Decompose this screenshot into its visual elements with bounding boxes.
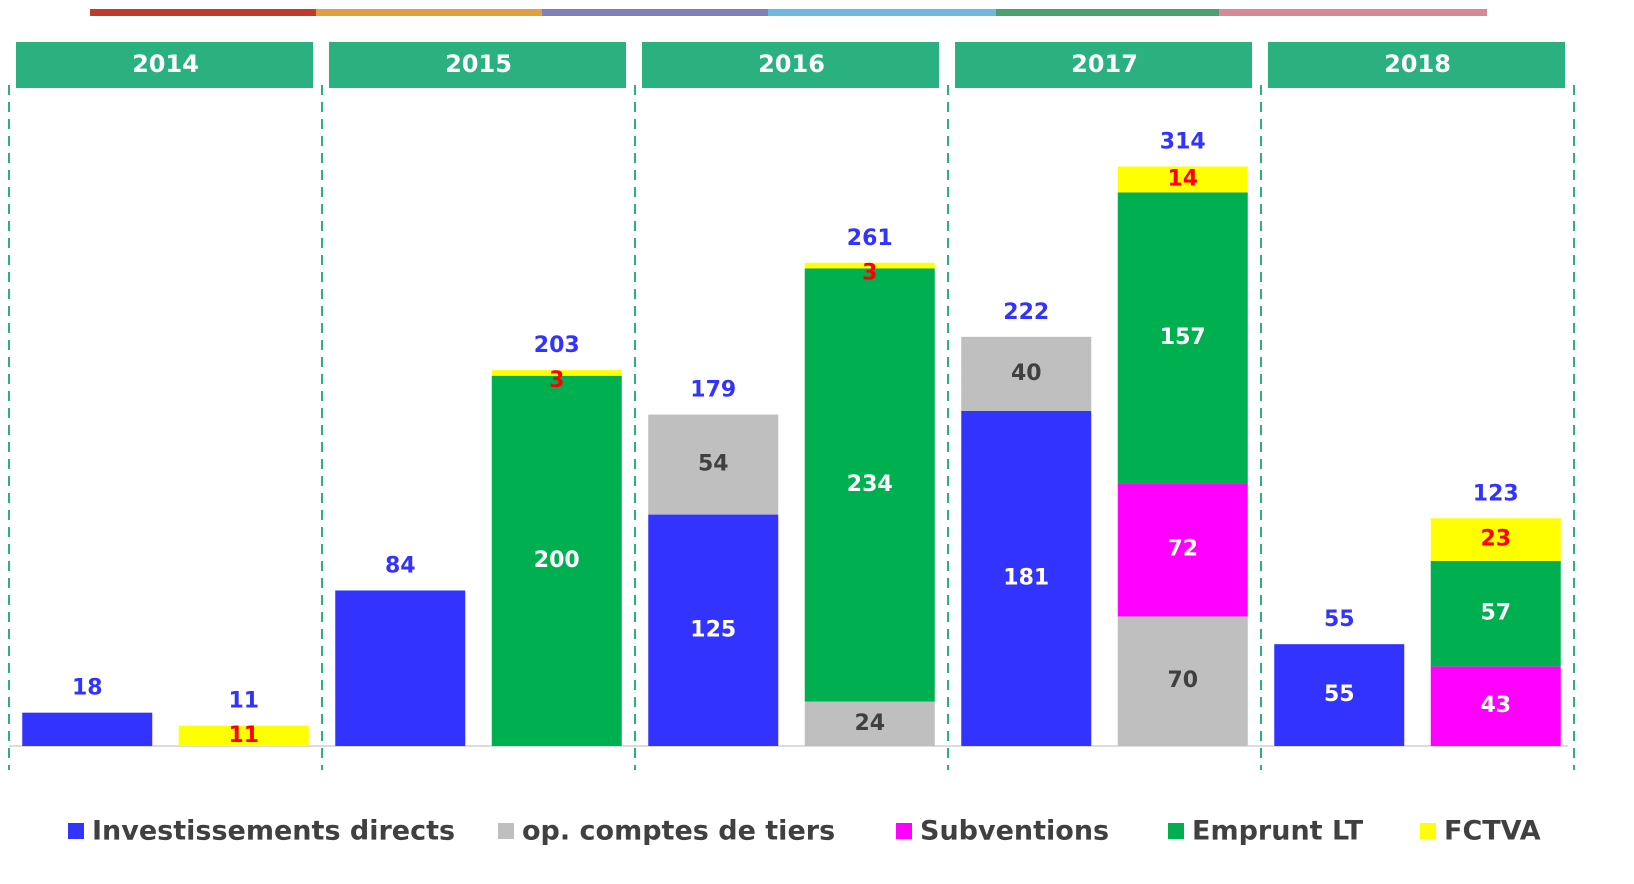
segment-label: 3 [862, 261, 877, 286]
bar-segment [491, 370, 622, 376]
total-label: 84 [385, 553, 416, 578]
bar-segment [22, 712, 153, 746]
bar-segment [1430, 666, 1561, 746]
year-header [642, 42, 939, 88]
legend-swatch [1168, 823, 1184, 839]
segment-label: 157 [1160, 325, 1206, 350]
bar-segment [1117, 483, 1248, 617]
bar-segment [1430, 560, 1561, 667]
total-label: 314 [1160, 130, 1206, 155]
year-header [16, 42, 313, 88]
segment-label: 55 [1324, 682, 1355, 707]
total-label: 179 [690, 378, 736, 403]
total-label: 203 [534, 333, 580, 358]
segment-label: 43 [1480, 693, 1511, 718]
total-label: 18 [72, 676, 103, 701]
legend-label: op. comptes de tiers [522, 816, 835, 847]
year-header [329, 42, 626, 88]
segment-label: 14 [1167, 166, 1198, 191]
bar-segment [1430, 518, 1561, 561]
segment-label: 200 [534, 548, 580, 573]
year-header [1268, 42, 1565, 88]
total-label: 222 [1003, 300, 1049, 325]
segment-label: 70 [1167, 668, 1198, 693]
top-strip [90, 9, 1487, 16]
bar-segment [961, 336, 1092, 411]
legend-label: Emprunt LT [1192, 816, 1364, 847]
legend-swatch [498, 823, 514, 839]
legend-swatch [896, 823, 912, 839]
total-label: 11 [228, 689, 259, 714]
bar-segment [648, 514, 779, 746]
bar-segment [804, 701, 935, 746]
bar-segment [804, 268, 935, 702]
year-label: 2017 [1071, 50, 1138, 78]
segment-label: 11 [228, 723, 259, 748]
total-label: 261 [847, 226, 893, 251]
bar-segment [1274, 644, 1405, 746]
bar-segment [491, 375, 622, 746]
bar-segment [1117, 616, 1248, 746]
segment-label: 72 [1167, 537, 1198, 562]
segment-label: 54 [698, 452, 729, 477]
segment-label: 234 [847, 472, 893, 497]
total-label: 55 [1324, 607, 1355, 632]
year-label: 2015 [445, 50, 512, 78]
bar-segment [1117, 192, 1248, 484]
total-label: 123 [1473, 481, 1519, 506]
bar-segment [961, 410, 1092, 746]
segment-label: 23 [1480, 527, 1511, 552]
year-label: 2018 [1384, 50, 1451, 78]
legend-label: Investissements directs [92, 816, 455, 847]
segment-label: 125 [690, 617, 736, 642]
bar-segment [1117, 166, 1248, 193]
legend-swatch [1420, 823, 1436, 839]
bar-segment [178, 725, 309, 746]
legend-label: FCTVA [1444, 816, 1541, 847]
segment-label: 24 [854, 711, 885, 736]
bar-segment [648, 414, 779, 515]
segment-label: 57 [1480, 601, 1511, 626]
segment-label: 3 [549, 368, 564, 393]
year-label: 2014 [132, 50, 199, 78]
year-label: 2016 [758, 50, 825, 78]
segment-label: 40 [1011, 361, 1042, 386]
legend-label: Subventions [920, 816, 1109, 847]
bar-segment [335, 590, 466, 746]
year-header [955, 42, 1252, 88]
segment-label: 181 [1003, 565, 1049, 590]
bar-segment [804, 262, 935, 269]
legend-swatch [68, 823, 84, 839]
